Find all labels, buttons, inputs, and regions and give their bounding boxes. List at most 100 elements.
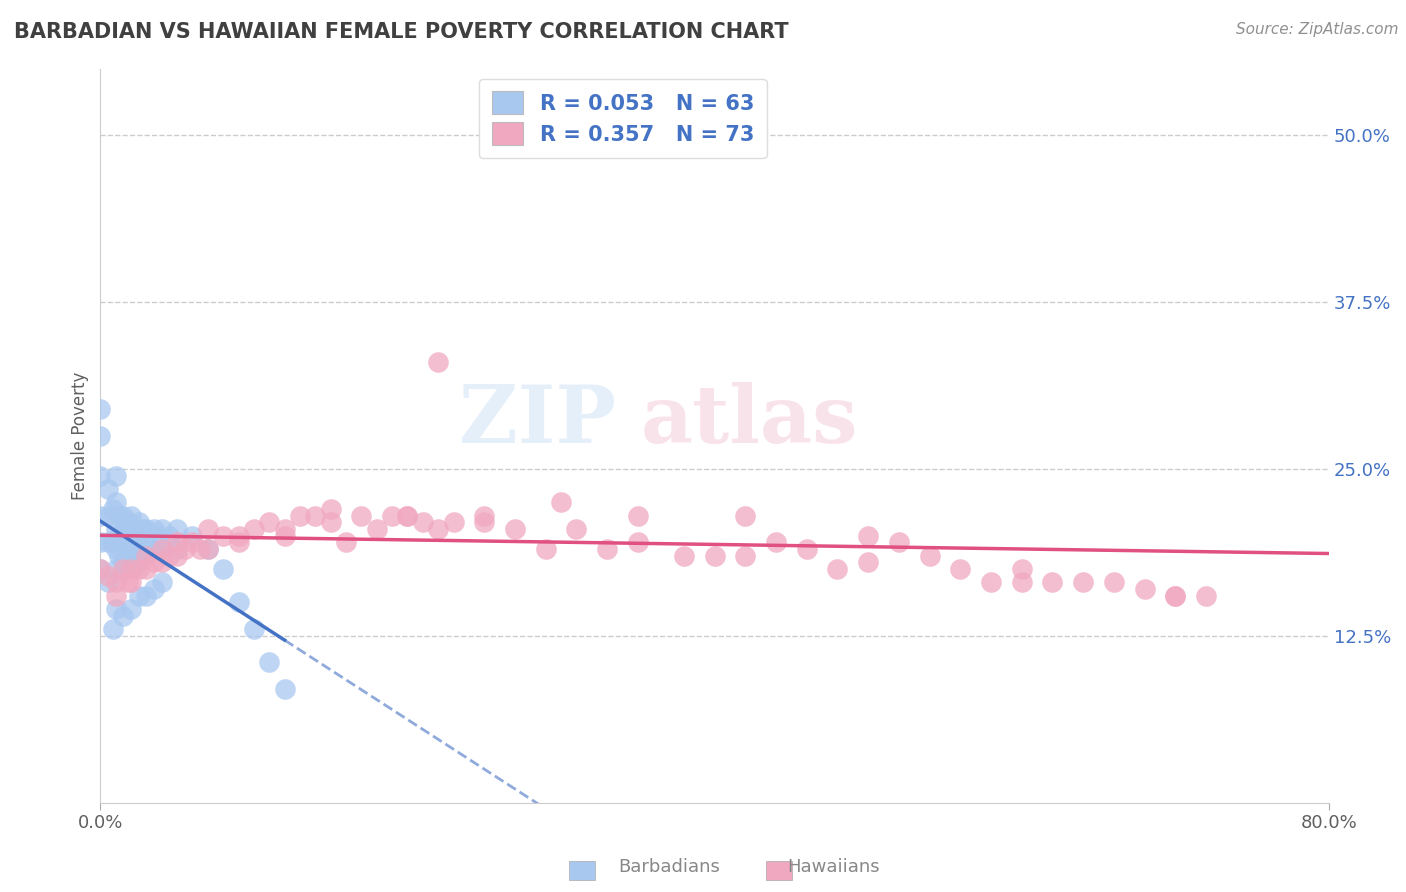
Point	[259, 516, 281, 530]
Point	[319, 516, 342, 530]
Point	[159, 529, 181, 543]
Point	[135, 562, 157, 576]
Text: Barbadians: Barbadians	[619, 858, 720, 876]
Point	[89, 535, 111, 549]
Point	[89, 401, 111, 416]
Point	[132, 522, 155, 536]
Point	[128, 516, 150, 530]
Point	[135, 522, 157, 536]
Point	[117, 516, 139, 530]
Point	[112, 508, 135, 523]
Point	[104, 602, 127, 616]
Point	[534, 541, 557, 556]
Point	[132, 541, 155, 556]
Point	[143, 555, 166, 569]
Point	[1011, 562, 1033, 576]
Point	[734, 549, 756, 563]
Point	[273, 522, 295, 536]
Point	[427, 355, 450, 369]
Point	[150, 541, 173, 556]
Point	[143, 541, 166, 556]
Point	[112, 562, 135, 576]
Point	[120, 529, 142, 543]
Point	[107, 529, 129, 543]
Point	[443, 516, 465, 530]
Point	[89, 562, 111, 576]
Point	[396, 508, 419, 523]
Point	[366, 522, 388, 536]
Point	[259, 656, 281, 670]
Text: Source: ZipAtlas.com: Source: ZipAtlas.com	[1236, 22, 1399, 37]
Y-axis label: Female Poverty: Female Poverty	[72, 371, 89, 500]
Point	[273, 682, 295, 697]
Point	[1164, 589, 1187, 603]
Point	[107, 549, 129, 563]
Point	[122, 541, 145, 556]
Point	[112, 608, 135, 623]
Point	[503, 522, 526, 536]
Point	[856, 529, 879, 543]
Point	[273, 529, 295, 543]
Point	[104, 495, 127, 509]
Point	[166, 535, 188, 549]
Point	[107, 508, 129, 523]
Point	[112, 535, 135, 549]
Point	[117, 535, 139, 549]
Point	[672, 549, 695, 563]
Point	[101, 622, 124, 636]
Point	[827, 562, 849, 576]
Point	[197, 541, 219, 556]
Point	[381, 508, 404, 523]
Point	[117, 575, 139, 590]
Point	[288, 508, 311, 523]
Text: ZIP: ZIP	[460, 382, 616, 460]
Point	[150, 541, 173, 556]
Point	[120, 562, 142, 576]
Point	[143, 522, 166, 536]
Point	[150, 555, 173, 569]
Point	[128, 562, 150, 576]
Point	[150, 575, 173, 590]
Point	[472, 508, 495, 523]
Point	[565, 522, 588, 536]
Point	[122, 522, 145, 536]
Point	[120, 549, 142, 563]
Point	[887, 535, 910, 549]
Text: atlas: atlas	[641, 382, 858, 460]
Point	[148, 529, 170, 543]
Point	[150, 522, 173, 536]
Point	[166, 541, 188, 556]
Point	[188, 541, 211, 556]
Point	[120, 508, 142, 523]
Point	[396, 508, 419, 523]
Point	[350, 508, 373, 523]
Point	[135, 589, 157, 603]
Point	[1040, 575, 1063, 590]
Point	[117, 555, 139, 569]
Point	[319, 502, 342, 516]
Point	[181, 535, 204, 549]
Point	[89, 468, 111, 483]
Point	[856, 555, 879, 569]
Point	[212, 529, 235, 543]
Point	[949, 562, 972, 576]
Point	[143, 582, 166, 596]
Point	[627, 508, 650, 523]
Point	[104, 522, 127, 536]
Point	[97, 575, 120, 590]
Point	[472, 516, 495, 530]
Point	[550, 495, 572, 509]
Point	[159, 549, 181, 563]
Point	[212, 562, 235, 576]
Point	[796, 541, 818, 556]
Point	[596, 541, 619, 556]
Point	[97, 482, 120, 496]
Point	[703, 549, 725, 563]
Point	[101, 535, 124, 549]
Point	[166, 522, 188, 536]
Point	[427, 522, 450, 536]
Point	[104, 541, 127, 556]
Point	[135, 535, 157, 549]
Point	[228, 529, 250, 543]
Point	[243, 622, 266, 636]
